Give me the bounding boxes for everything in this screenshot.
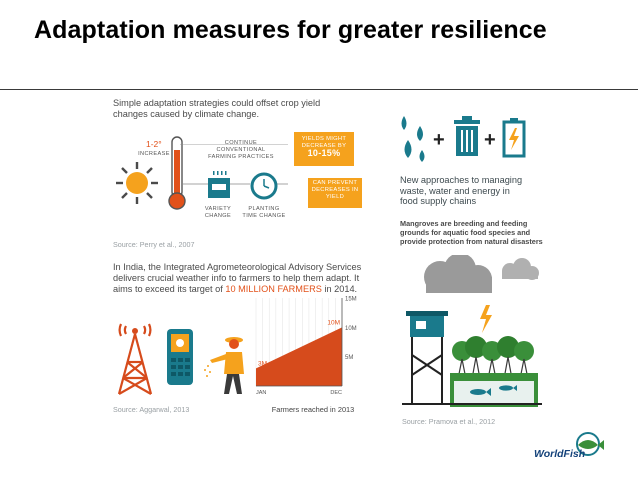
worldfish-logo-icon — [576, 432, 604, 456]
prevent-box: CAN PREVENT DECREASES IN YIELD — [308, 178, 362, 208]
india-heading-highlight: 10 MILLION FARMERS — [225, 284, 322, 294]
water-bin-battery-icons: + + — [401, 116, 526, 162]
title-divider — [0, 89, 638, 90]
recycle-bin-icon — [454, 116, 480, 156]
continue-label: CONTINUE CONVENTIONAL FARMING PRACTICES — [208, 140, 274, 160]
y-tick-label: 15M — [345, 297, 357, 303]
planting-label: PLANTING TIME CHANGE — [242, 206, 286, 219]
svg-text:+: + — [484, 129, 496, 151]
fish-icon — [470, 385, 517, 396]
temp-label: 1-2° — [146, 139, 162, 149]
waste-heading: New approaches to managing waste, water … — [400, 175, 523, 206]
chart-caption: Farmers reached in 2013 — [271, 405, 355, 414]
slide-title: Adaptation measures for greater resilien… — [34, 16, 547, 44]
stilt-house-icon — [406, 311, 448, 403]
radio-tower-icon — [117, 323, 153, 395]
y-tick-label: 10M — [345, 326, 357, 332]
crop-source: Source: Perry et al., 2007 — [113, 240, 195, 249]
variety-label: VARIETY CHANGE — [204, 206, 232, 219]
farmers-area — [256, 327, 342, 386]
yields-line1: YIELDS MIGHT DECREASE BY — [301, 136, 347, 149]
mangrove-source: Source: Pramova et al., 2012 — [402, 417, 496, 426]
mangrove-scene — [402, 255, 542, 407]
water-drops-icon — [401, 116, 425, 162]
worldfish-brand-name: WorldFish — [534, 448, 586, 460]
farmers-area-chart: 5M 10M 15M JAN DEC 3M 10M — [255, 297, 357, 396]
mangrove-panel: Mangroves are breeding and feeding groun… — [398, 215, 548, 430]
x-tick-label: DEC — [330, 390, 342, 396]
storm-cloud-icon — [424, 255, 492, 293]
small-cloud-icon — [502, 258, 539, 280]
yields-box: YIELDS MIGHT DECREASE BY 10-15% — [294, 132, 354, 166]
india-heading-post: in 2014. — [321, 284, 358, 294]
mangrove-trees-icon — [452, 336, 534, 380]
data-label: 10M — [327, 319, 340, 326]
data-label: 3M — [258, 360, 267, 367]
prevent-label: CAN PREVENT DECREASES IN YIELD — [311, 180, 359, 200]
y-tick-label: 5M — [345, 355, 353, 361]
india-heading: In India, the Integrated Agrometeorologi… — [113, 262, 373, 295]
farmer-icon — [204, 337, 244, 394]
phone-icon — [167, 329, 193, 385]
increase-label: INCREASE — [138, 151, 170, 157]
sun-icon — [116, 162, 158, 204]
lightning-icon — [480, 305, 492, 333]
x-tick-label: JAN — [256, 390, 266, 396]
india-source: Source: Aggarwal, 2013 — [113, 405, 190, 414]
crop-panel: Simple adaptation strategies could offse… — [110, 98, 370, 258]
yields-line2: 10-15% — [307, 148, 341, 158]
clock-icon — [250, 172, 278, 200]
battery-icon — [502, 118, 526, 158]
india-panel: In India, the Integrated Agrometeorologi… — [110, 262, 380, 422]
thermometer-icon — [168, 136, 186, 210]
waste-panel: + + New approaches to managing waste, wa… — [398, 112, 538, 212]
svg-text:+: + — [433, 129, 445, 151]
seed-packet-icon — [208, 171, 230, 198]
crop-heading: Simple adaptation strategies could offse… — [113, 98, 321, 119]
mangrove-heading: Mangroves are breeding and feeding groun… — [400, 219, 543, 246]
india-heading-pre: In India, the Integrated Agrometeorologi… — [113, 262, 362, 294]
fish-window — [454, 381, 534, 403]
